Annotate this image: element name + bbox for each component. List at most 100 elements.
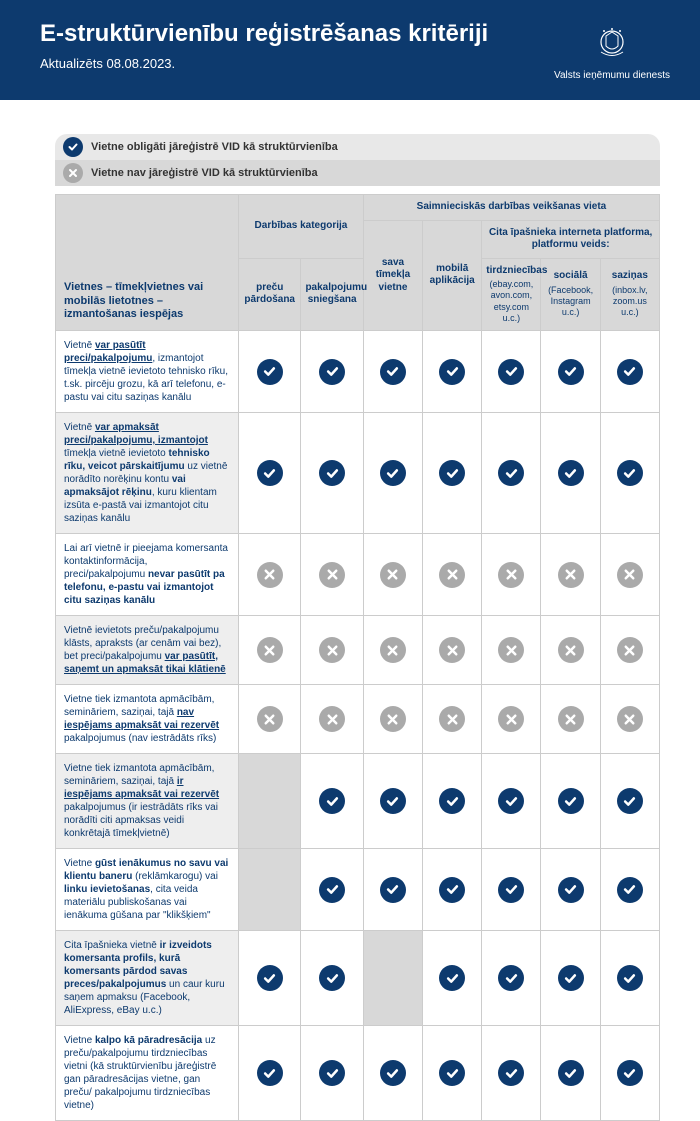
table-row: Vietnē ievietots preču/pakalpojumu klāst… <box>56 616 660 685</box>
x-icon <box>439 706 465 732</box>
check-icon <box>257 965 283 991</box>
table-row: Lai arī vietnē ir pieejama komersanta ko… <box>56 534 660 616</box>
criteria-cell <box>239 616 301 685</box>
criteria-cell <box>301 685 363 754</box>
check-icon <box>439 460 465 486</box>
check-icon <box>617 1060 643 1086</box>
check-icon <box>380 359 406 385</box>
th-col5: tirdzniecības(ebay.com, avon.com, etsy.c… <box>482 258 541 331</box>
criteria-cell <box>423 931 482 1026</box>
th-col7: saziņas(inbox.lv, zoom.us u.c.) <box>600 258 659 331</box>
coat-of-arms-icon <box>591 24 633 66</box>
criteria-cell <box>600 685 659 754</box>
criteria-cell <box>482 754 541 849</box>
header-text: E-struktūrvienību reģistrēšanas kritērij… <box>40 20 488 71</box>
criteria-cell <box>301 616 363 685</box>
check-icon <box>439 788 465 814</box>
th-col2: pakalpojumu sniegšana <box>301 258 363 331</box>
th-col6: sociālā(Facebook, Instagram u.c.) <box>541 258 600 331</box>
criteria-cell <box>239 331 301 413</box>
criteria-cell <box>301 413 363 534</box>
criteria-cell <box>363 931 422 1026</box>
table-row: Vietne tiek izmantota apmācībām, seminār… <box>56 754 660 849</box>
criteria-cell <box>600 754 659 849</box>
criteria-cell <box>239 931 301 1026</box>
check-icon <box>319 1060 345 1086</box>
check-icon <box>257 359 283 385</box>
criteria-cell <box>363 331 422 413</box>
table-row: Vietnē var pasūtīt preci/pakalpojumu, iz… <box>56 331 660 413</box>
check-icon <box>439 965 465 991</box>
legend-no-row: Vietne nav jāreģistrē VID kā struktūrvie… <box>55 160 660 186</box>
check-icon <box>380 788 406 814</box>
check-icon <box>617 965 643 991</box>
criteria-cell <box>541 1026 600 1121</box>
legend: Vietne obligāti jāreģistrē VID kā strukt… <box>55 134 660 186</box>
row-description: Vietne gūst ienākumus no savu vai klient… <box>56 849 239 931</box>
check-icon <box>319 965 345 991</box>
x-icon <box>257 637 283 663</box>
criteria-cell <box>363 849 422 931</box>
check-icon <box>319 460 345 486</box>
page-title: E-struktūrvienību reģistrēšanas kritērij… <box>40 20 488 48</box>
criteria-cell <box>482 1026 541 1121</box>
x-icon <box>439 562 465 588</box>
criteria-cell <box>423 849 482 931</box>
check-icon <box>380 1060 406 1086</box>
criteria-cell <box>239 685 301 754</box>
check-icon <box>319 788 345 814</box>
criteria-cell <box>600 1026 659 1121</box>
check-icon <box>380 460 406 486</box>
criteria-cell <box>301 534 363 616</box>
table-row: Vietne gūst ienākumus no savu vai klient… <box>56 849 660 931</box>
check-icon <box>63 137 83 157</box>
criteria-cell <box>363 616 422 685</box>
check-icon <box>498 460 524 486</box>
x-icon <box>498 706 524 732</box>
legend-no-label: Vietne nav jāreģistrē VID kā struktūrvie… <box>91 167 318 179</box>
table-row: Vietne tiek izmantota apmācībām, seminār… <box>56 685 660 754</box>
row-description: Vietne tiek izmantota apmācībām, seminār… <box>56 685 239 754</box>
criteria-cell <box>541 685 600 754</box>
check-icon <box>257 460 283 486</box>
check-icon <box>617 877 643 903</box>
x-icon <box>558 562 584 588</box>
row-description: Lai arī vietnē ir pieejama komersanta ko… <box>56 534 239 616</box>
th-col3: sava tīmekļa vietne <box>363 220 422 331</box>
check-icon <box>617 460 643 486</box>
x-icon <box>617 637 643 663</box>
criteria-cell <box>600 931 659 1026</box>
criteria-cell <box>363 534 422 616</box>
criteria-cell <box>363 413 422 534</box>
table-row: Vietnē var apmaksāt preci/pakalpojumu, i… <box>56 413 660 534</box>
criteria-cell <box>600 534 659 616</box>
criteria-cell <box>363 754 422 849</box>
th-col4: mobilā aplikācija <box>423 220 482 331</box>
criteria-cell <box>423 413 482 534</box>
check-icon <box>439 1060 465 1086</box>
criteria-cell <box>482 534 541 616</box>
criteria-cell <box>239 413 301 534</box>
row-description: Vietne tiek izmantota apmācībām, seminār… <box>56 754 239 849</box>
page-header: E-struktūrvienību reģistrēšanas kritērij… <box>0 0 700 100</box>
criteria-cell <box>541 534 600 616</box>
criteria-cell <box>363 1026 422 1121</box>
criteria-cell <box>541 849 600 931</box>
x-icon <box>617 706 643 732</box>
content-area: Vietne obligāti jāreģistrē VID kā strukt… <box>0 104 700 1121</box>
th-group-platform: Cita īpašnieka interneta platforma, plat… <box>482 220 660 258</box>
check-icon <box>498 788 524 814</box>
th-rowhead: Vietnes – tīmekļvietnes vai mobilās liet… <box>56 195 239 331</box>
criteria-table: Vietnes – tīmekļvietnes vai mobilās liet… <box>55 194 660 1121</box>
row-description: Vietnē ievietots preču/pakalpojumu klāst… <box>56 616 239 685</box>
criteria-cell <box>363 685 422 754</box>
check-icon <box>380 877 406 903</box>
x-icon <box>257 562 283 588</box>
check-icon <box>257 1060 283 1086</box>
check-icon <box>319 877 345 903</box>
criteria-cell <box>301 331 363 413</box>
criteria-cell <box>541 754 600 849</box>
criteria-cell <box>541 931 600 1026</box>
th-group-place: Saimnieciskās darbības veikšanas vieta <box>363 195 659 221</box>
x-icon <box>498 637 524 663</box>
